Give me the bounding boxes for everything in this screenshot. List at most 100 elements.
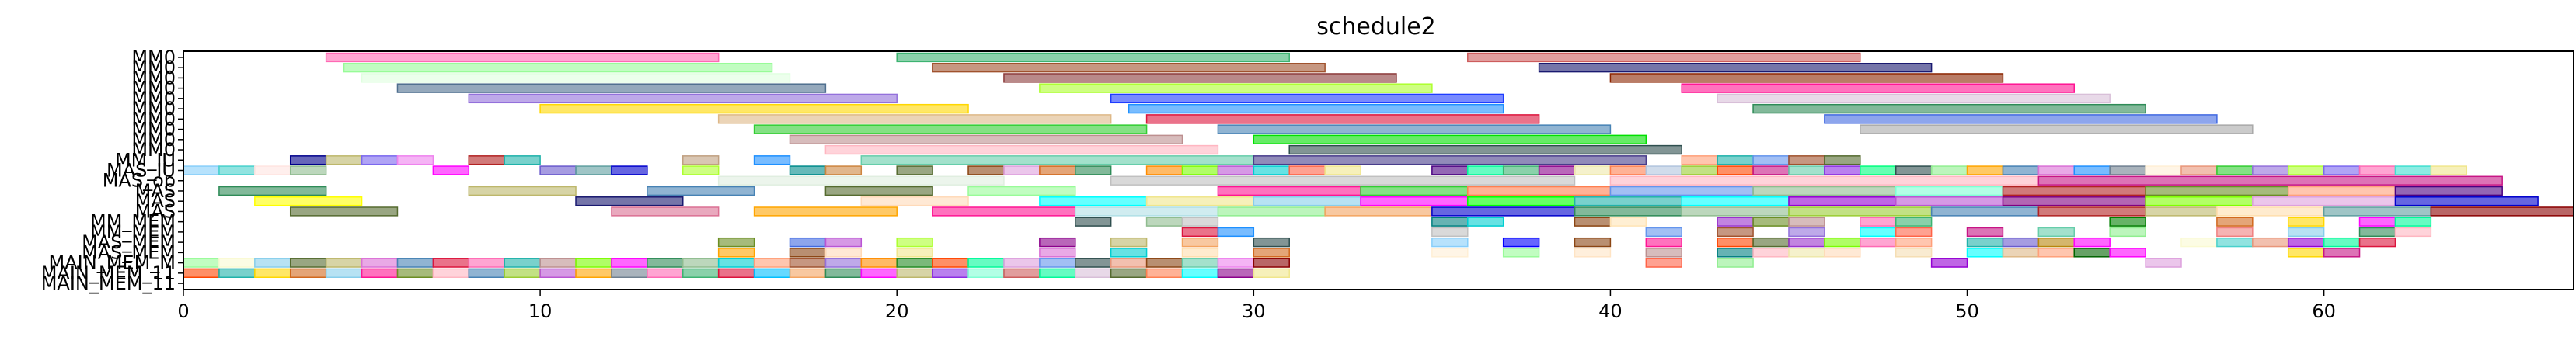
task-bar — [1075, 217, 1112, 227]
task-bar — [824, 237, 863, 248]
y-tick-label: MAIN_MEM_M — [49, 252, 176, 274]
task-bar — [1145, 258, 1183, 268]
y-tick-label: MAS_op — [103, 170, 176, 192]
task-bar — [896, 237, 933, 248]
task-bar — [1717, 248, 1754, 258]
y-tick-label: MAS_MEM — [82, 231, 176, 253]
y-tick-label: MM_MEM — [90, 221, 176, 243]
task-bar — [504, 155, 541, 165]
task-bar — [753, 268, 791, 279]
task-bar — [432, 258, 470, 268]
task-bar — [681, 155, 720, 165]
task-bar — [2145, 206, 2218, 217]
task-bar — [1860, 237, 1897, 248]
task-bar — [575, 258, 612, 268]
task-bar — [1467, 196, 1576, 206]
task-bar — [1039, 196, 1148, 206]
task-bar — [2216, 165, 2254, 175]
task-bar — [539, 103, 969, 114]
task-bar — [1788, 165, 1825, 175]
task-bar — [860, 155, 1255, 165]
task-bar — [1895, 217, 1933, 227]
task-bar — [2109, 227, 2146, 238]
task-bar — [1110, 93, 1504, 104]
task-bar — [504, 258, 541, 268]
task-bar — [1966, 248, 2004, 258]
task-bar — [575, 165, 612, 175]
task-bar — [1075, 206, 1219, 217]
task-bar — [2145, 258, 2182, 268]
task-bar — [1930, 258, 1968, 268]
task-bar — [2002, 248, 2040, 258]
y-tick-label: MAIN_MEM_11 — [41, 262, 176, 284]
y-tick-label: MAS — [135, 190, 176, 212]
task-bar — [860, 258, 898, 268]
task-bar — [1253, 268, 1290, 279]
task-bar — [2287, 217, 2325, 227]
task-bar — [1717, 93, 2111, 104]
task-bar — [1253, 237, 1290, 248]
task-bar — [647, 186, 755, 196]
task-bar — [1145, 114, 1540, 124]
task-bar — [1788, 227, 1825, 238]
task-bar — [2145, 165, 2182, 175]
task-bar — [1217, 227, 1255, 238]
task-bar — [1824, 248, 1861, 258]
y-tick-label: MM0 — [131, 119, 176, 141]
task-bar — [1181, 165, 1219, 175]
task-bar — [2430, 206, 2574, 217]
task-bar — [1003, 73, 1397, 83]
task-bar — [1003, 258, 1041, 268]
task-bar — [1645, 165, 1682, 175]
task-bar — [753, 124, 1148, 134]
task-bar — [896, 52, 1290, 63]
task-bar — [325, 155, 363, 165]
task-bar — [1145, 217, 1183, 227]
task-bar — [2002, 165, 2040, 175]
task-bar — [361, 155, 399, 165]
task-bar — [1574, 248, 1612, 258]
task-bar — [1574, 196, 1682, 206]
task-bar — [753, 206, 898, 217]
task-bar — [1431, 237, 1469, 248]
task-bar — [1645, 237, 1682, 248]
task-bar — [1181, 217, 1219, 227]
task-bar — [2394, 227, 2432, 238]
x-tick-label: 40 — [1598, 300, 1623, 322]
task-bar — [1217, 268, 1255, 279]
task-bar — [1824, 165, 1861, 175]
task-bar — [1431, 206, 1576, 217]
task-bar — [2037, 248, 2076, 258]
y-tick-label: MM0 — [131, 139, 176, 161]
y-tick-label: MM0 — [131, 108, 176, 130]
task-bar — [468, 268, 505, 279]
task-bar — [539, 258, 577, 268]
task-bar — [2037, 227, 2076, 238]
task-bar — [1360, 186, 1469, 196]
task-bar — [1966, 237, 2004, 248]
task-bar — [289, 258, 327, 268]
task-bar — [1609, 165, 1647, 175]
task-bar — [2323, 248, 2361, 258]
task-bar — [1752, 165, 1790, 175]
task-bar — [1217, 258, 1255, 268]
task-bar — [2287, 227, 2325, 238]
task-bar — [2394, 186, 2503, 196]
task-bar — [2394, 217, 2432, 227]
task-bar — [789, 237, 827, 248]
y-tick-label: MAS — [135, 200, 176, 222]
task-bar — [824, 186, 933, 196]
task-bar — [2358, 165, 2396, 175]
y-axis-ticks: MM0MM0MM0MM0MM0MM0MM0MM0MM0MM0MM_IUMAS_I… — [41, 47, 183, 294]
task-bar — [218, 268, 256, 279]
task-bar — [2037, 237, 2076, 248]
task-bar — [896, 258, 933, 268]
task-bar — [289, 206, 399, 217]
task-bar — [1752, 237, 1790, 248]
task-bar — [2358, 217, 2396, 227]
x-tick-label: 50 — [1955, 300, 1979, 322]
task-bar — [183, 268, 220, 279]
task-bar — [1288, 165, 1326, 175]
task-bar — [1324, 165, 1361, 175]
